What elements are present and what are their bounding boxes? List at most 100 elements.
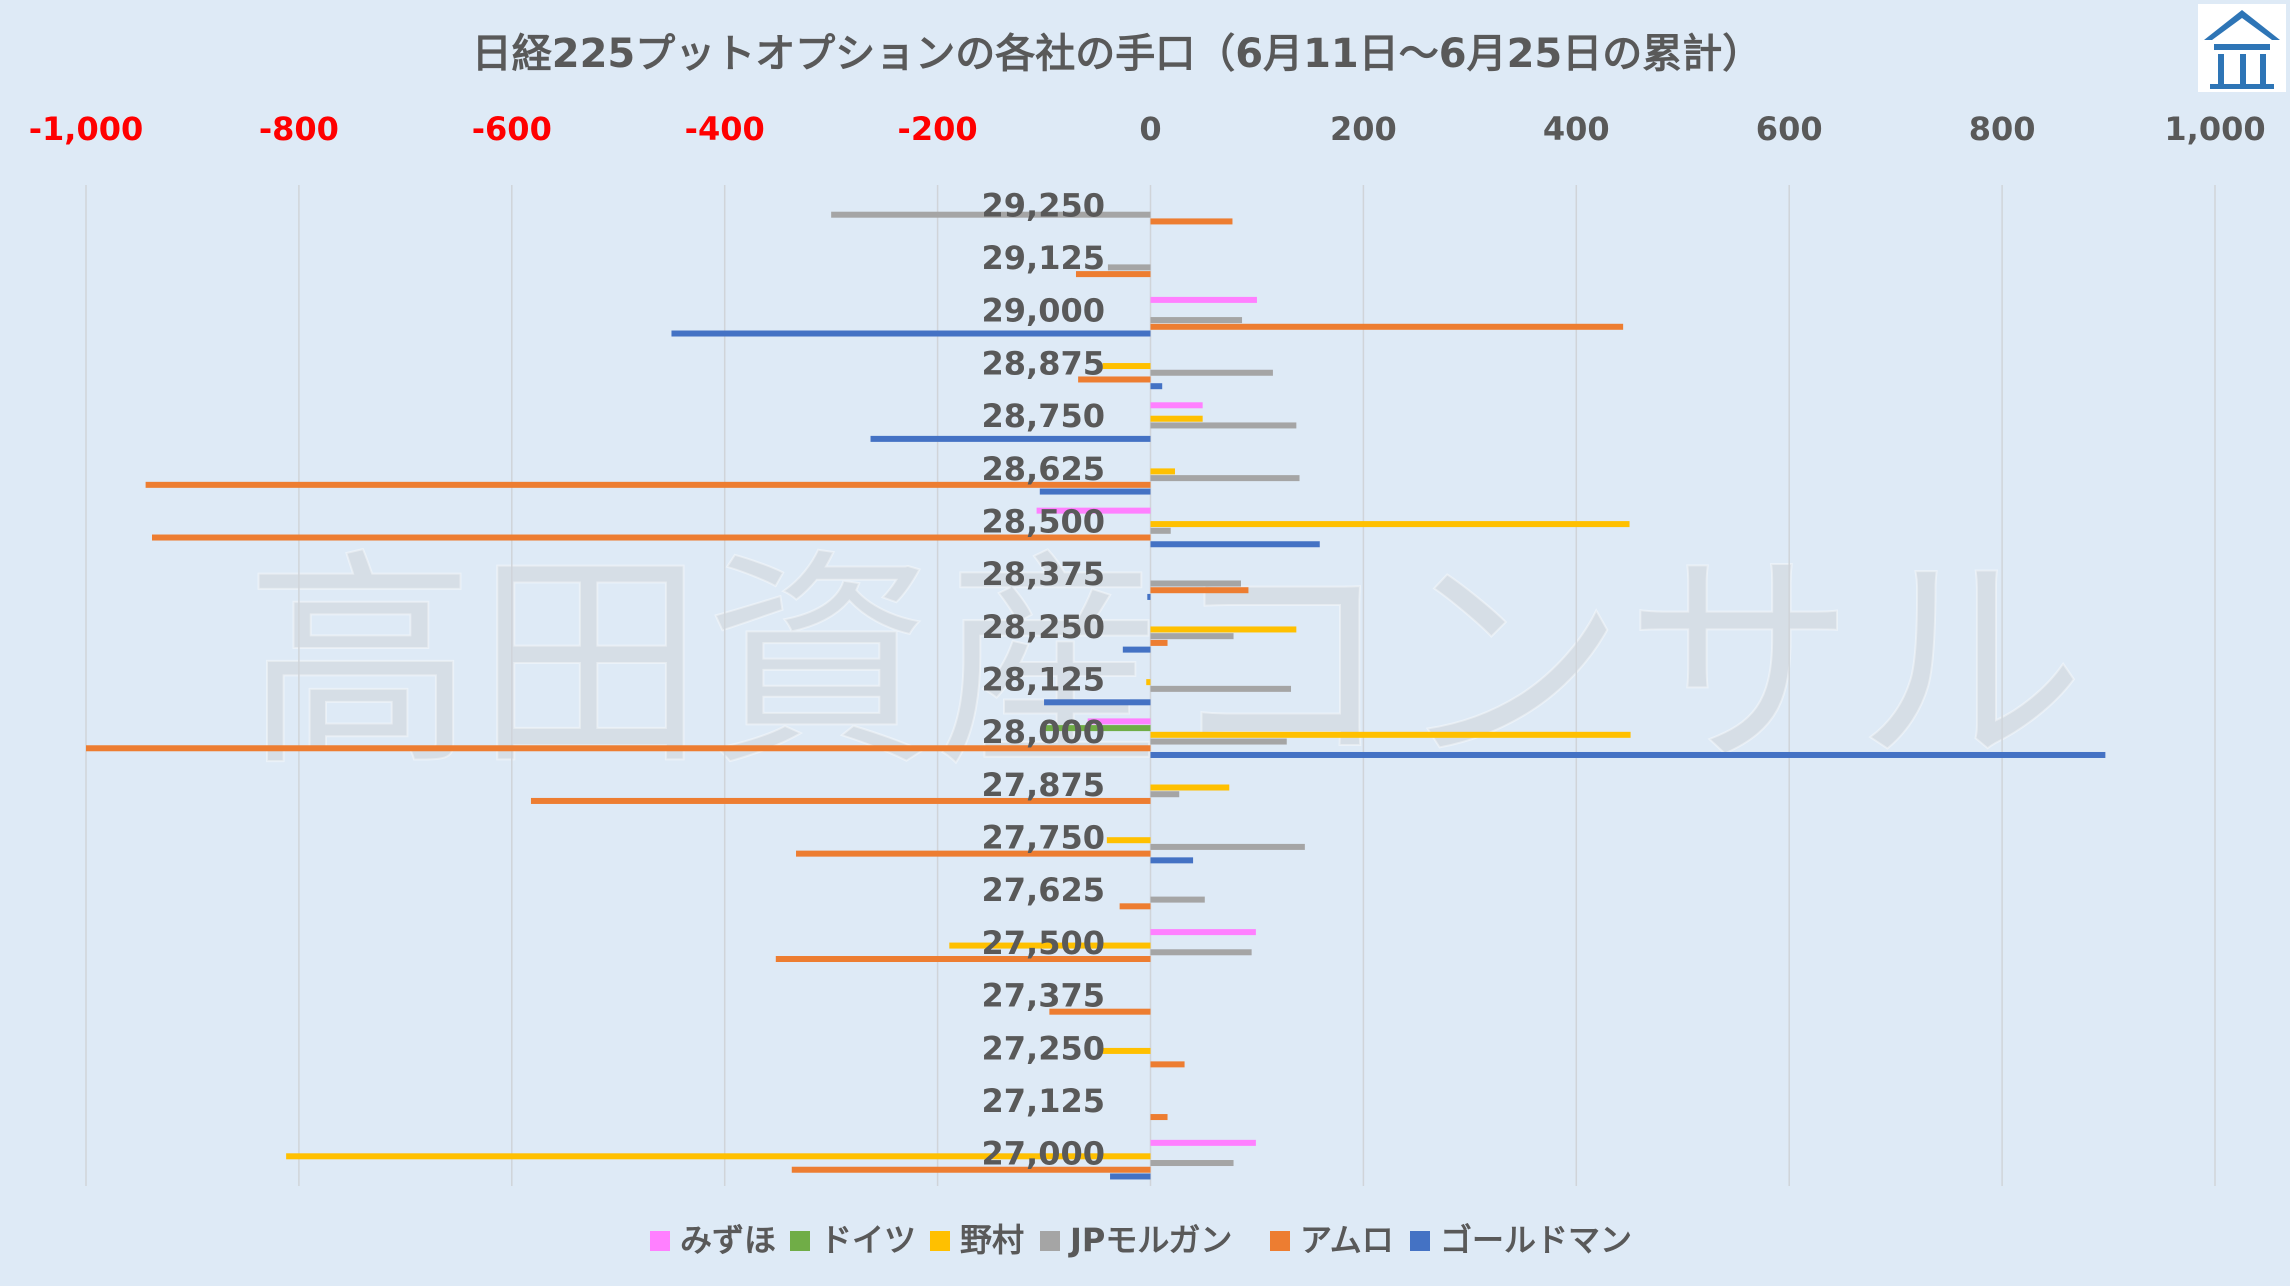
x-tick-label: 400 xyxy=(1543,110,1610,148)
bar xyxy=(1150,626,1297,633)
bar xyxy=(1150,731,1631,738)
bar xyxy=(1150,402,1203,409)
legend-swatch xyxy=(1410,1231,1430,1251)
bar xyxy=(1119,903,1151,910)
bar xyxy=(1150,369,1273,376)
x-tick-label: 600 xyxy=(1756,110,1823,148)
y-tick-label: 28,000 xyxy=(982,713,1105,751)
y-tick-label: 27,375 xyxy=(982,977,1105,1015)
bar xyxy=(1146,679,1151,686)
legend-label: みずほ xyxy=(680,1221,776,1259)
y-tick-label: 27,625 xyxy=(982,871,1105,909)
bar xyxy=(1150,896,1205,903)
y-tick-label: 29,000 xyxy=(982,292,1105,330)
y-tick-label: 27,125 xyxy=(982,1082,1105,1120)
bar xyxy=(1150,468,1175,475)
x-tick-label: -200 xyxy=(898,110,978,148)
x-tick-label: 800 xyxy=(1969,110,2036,148)
bar xyxy=(1087,718,1151,725)
bar xyxy=(1122,646,1151,653)
y-tick-label: 28,375 xyxy=(982,555,1105,593)
y-tick-label: 27,250 xyxy=(982,1029,1105,1067)
bar xyxy=(1150,383,1163,390)
bar xyxy=(671,330,1151,337)
bar xyxy=(1110,1173,1151,1180)
bar xyxy=(1150,1114,1168,1121)
bar xyxy=(1102,1047,1151,1054)
bar xyxy=(1102,363,1151,370)
y-tick-label: 28,500 xyxy=(982,502,1105,540)
bar xyxy=(791,1166,1151,1173)
y-tick-label: 28,250 xyxy=(982,608,1105,646)
legend-swatch xyxy=(930,1231,950,1251)
bar xyxy=(1044,725,1151,732)
bar xyxy=(1150,475,1300,482)
bar xyxy=(1075,271,1151,278)
bar xyxy=(1150,317,1243,324)
x-tick-label: 0 xyxy=(1139,110,1161,148)
bar xyxy=(870,435,1151,442)
legend-label: 野村 xyxy=(960,1221,1024,1259)
bar xyxy=(1036,507,1151,514)
bar xyxy=(1150,218,1233,225)
bar xyxy=(1150,521,1630,528)
y-tick-label: 28,875 xyxy=(982,344,1105,382)
legend-label: ドイツ xyxy=(820,1221,916,1259)
bar xyxy=(1147,593,1151,600)
bar xyxy=(1150,784,1230,791)
bar xyxy=(775,956,1151,963)
bar xyxy=(1039,488,1151,495)
legend-label: ゴールドマン xyxy=(1440,1221,1632,1259)
legend-swatch xyxy=(790,1231,810,1251)
bar xyxy=(1150,1139,1256,1146)
bar xyxy=(1150,929,1256,936)
legend-swatch xyxy=(1270,1231,1290,1251)
bar xyxy=(1150,580,1241,587)
bar xyxy=(86,745,1151,752)
x-tick-label: -400 xyxy=(685,110,765,148)
chart-title: 日経225プットオプションの各社の手口（6月11日～6月25日の累計） xyxy=(472,31,1763,77)
bar xyxy=(1150,751,2106,758)
legend-swatch xyxy=(1040,1231,1060,1251)
bar xyxy=(530,797,1151,804)
bar xyxy=(1107,264,1151,271)
bar xyxy=(286,1153,1151,1160)
bar xyxy=(1150,685,1292,692)
x-tick-label: 1,000 xyxy=(2164,110,2265,148)
bar xyxy=(1150,1160,1234,1167)
y-tick-label: 27,875 xyxy=(982,766,1105,804)
bar xyxy=(831,211,1151,218)
bar xyxy=(1150,415,1203,422)
bar xyxy=(1150,296,1257,303)
y-tick-label: 29,125 xyxy=(982,239,1105,277)
y-tick-label: 28,125 xyxy=(982,661,1105,699)
bar xyxy=(1150,633,1234,640)
bar xyxy=(1078,376,1151,383)
bar xyxy=(1106,837,1151,844)
y-tick-label: 29,250 xyxy=(982,186,1105,224)
bar xyxy=(1150,857,1194,864)
bar xyxy=(1049,1008,1151,1015)
x-tick-label: -600 xyxy=(472,110,552,148)
bar xyxy=(1150,422,1297,429)
bar xyxy=(151,534,1151,541)
legend-swatch xyxy=(650,1231,670,1251)
bar xyxy=(1150,527,1171,534)
x-tick-label: -800 xyxy=(259,110,339,148)
bar xyxy=(1150,843,1305,850)
bar xyxy=(1150,738,1287,745)
y-tick-label: 28,625 xyxy=(982,450,1105,488)
legend-label: JPモルガン xyxy=(1068,1221,1232,1259)
y-tick-label: 27,750 xyxy=(982,819,1105,857)
bar xyxy=(1150,587,1249,594)
x-tick-label: -1,000 xyxy=(29,110,144,148)
y-tick-label: 27,000 xyxy=(982,1135,1105,1173)
bar xyxy=(796,850,1151,857)
bar xyxy=(1150,541,1320,548)
legend-label: アムロ xyxy=(1300,1221,1394,1259)
y-tick-label: 27,500 xyxy=(982,924,1105,962)
bar xyxy=(1150,639,1168,646)
bar xyxy=(1150,1061,1185,1068)
bar xyxy=(145,481,1151,488)
